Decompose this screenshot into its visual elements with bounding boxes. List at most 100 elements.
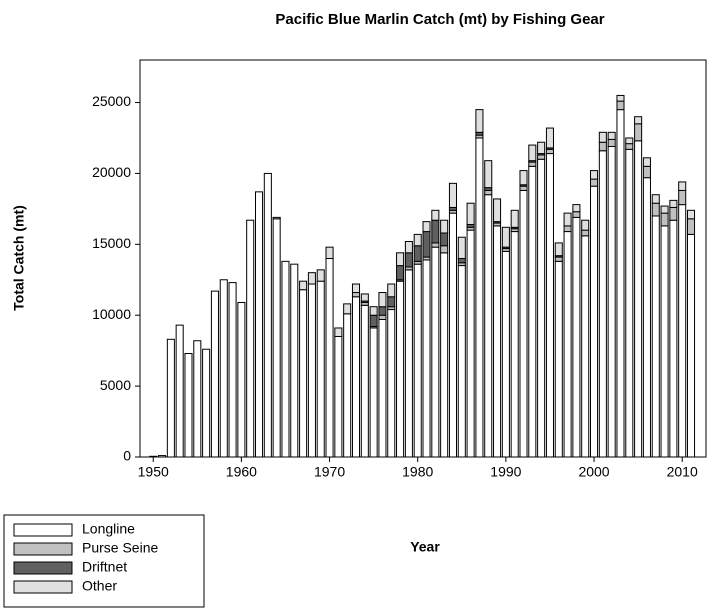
bar-segment — [686, 218, 696, 235]
bar-segment — [413, 233, 422, 247]
bar-segment — [422, 231, 431, 258]
bar-segment — [554, 256, 563, 262]
bar-segment — [202, 348, 211, 458]
x-tick-label: 2000 — [578, 464, 609, 480]
bar-segment — [431, 242, 440, 248]
y-tick-label: 10000 — [92, 306, 131, 322]
bar-segment — [440, 245, 449, 254]
bar-segment — [581, 229, 590, 237]
bar-segment — [351, 292, 361, 298]
bar-segment — [484, 189, 493, 196]
bar-segment — [660, 212, 669, 227]
bar-segment — [457, 236, 466, 260]
bar-segment — [360, 293, 369, 302]
bar-segment — [158, 455, 167, 458]
bar-segment — [590, 178, 599, 187]
bar-segment — [554, 260, 563, 458]
bar-segment — [440, 232, 449, 247]
bar-segment — [484, 160, 493, 189]
bar-segment — [510, 231, 519, 458]
bar-segment — [378, 306, 387, 316]
y-axis-title: Total Catch (mt) — [11, 205, 27, 311]
bar-segment — [537, 158, 546, 458]
bar-segment — [404, 240, 413, 254]
bar-segment — [572, 216, 581, 458]
bar-segment — [501, 250, 510, 458]
bar-segment — [237, 301, 246, 458]
bar-segment — [572, 204, 581, 213]
bar-segment — [590, 170, 599, 180]
bar-segment — [519, 189, 528, 458]
bar-segment — [493, 225, 502, 458]
bar-segment — [686, 233, 696, 458]
bar-segment — [272, 216, 281, 220]
bar-segment — [634, 140, 643, 458]
bar-segment — [651, 194, 660, 204]
bar-segment — [598, 131, 607, 143]
bar-segment — [660, 205, 669, 214]
bar-segment — [378, 314, 387, 320]
x-tick-label: 1980 — [402, 464, 433, 480]
bar-segment — [343, 313, 352, 458]
bar-segment — [263, 172, 272, 458]
bar-segment — [299, 289, 308, 458]
bar-segment — [316, 280, 325, 458]
legend-label: Purse Seine — [82, 540, 158, 556]
bar-segment — [642, 165, 651, 179]
bar-segment — [334, 327, 343, 337]
bar-segment — [598, 141, 607, 152]
bar-segment — [149, 455, 158, 458]
bar-segment — [563, 212, 572, 227]
bar-segment — [219, 279, 228, 458]
bar-segment — [369, 314, 378, 328]
bar-segment — [616, 100, 625, 111]
bar-segment — [440, 252, 449, 458]
bar-segment — [325, 258, 334, 458]
bar-segment — [660, 225, 669, 458]
bar-segment — [228, 282, 237, 458]
bar-segment — [493, 198, 502, 223]
bar-segment — [281, 260, 290, 458]
legend-swatch — [13, 580, 73, 594]
bar-segment — [387, 309, 396, 458]
bar-segment — [563, 225, 572, 233]
bar-segment — [510, 209, 519, 228]
bar-segment — [669, 219, 678, 458]
bar-segment — [651, 215, 660, 458]
bar-segment — [475, 137, 484, 458]
bar-segment — [634, 123, 643, 142]
x-tick-label: 1950 — [138, 464, 169, 480]
bar-segment — [448, 212, 458, 458]
bar-segment — [590, 185, 599, 458]
bar-segment — [528, 161, 537, 167]
bar-segment — [475, 109, 484, 133]
bar-segment — [537, 154, 546, 160]
bar-segment — [431, 246, 440, 458]
bar-segment — [545, 153, 554, 458]
bar-segment — [387, 296, 396, 308]
y-tick-label: 25000 — [92, 93, 131, 109]
bar-segment — [246, 219, 255, 458]
bar-segment — [457, 265, 466, 458]
bar-segment — [396, 265, 405, 281]
bar-segment — [334, 335, 343, 458]
bar-segment — [422, 259, 431, 458]
bar-segment — [343, 303, 352, 315]
bar-segment — [484, 194, 493, 458]
bar-segment — [404, 269, 413, 458]
bar-segment — [678, 189, 687, 206]
legend-label: Driftnet — [82, 559, 127, 575]
bar-segment — [422, 221, 431, 233]
x-tick-label: 1960 — [226, 464, 257, 480]
y-tick-label: 20000 — [92, 164, 131, 180]
bar-segment — [316, 269, 325, 282]
y-tick-label: 5000 — [100, 377, 131, 393]
bar-segment — [307, 283, 316, 458]
x-tick-label: 1970 — [314, 464, 345, 480]
bar-segment — [457, 258, 466, 264]
bar-segment — [519, 185, 528, 191]
bar-segment — [299, 280, 308, 291]
bar-segment — [545, 148, 554, 155]
bar-segment — [307, 272, 316, 285]
